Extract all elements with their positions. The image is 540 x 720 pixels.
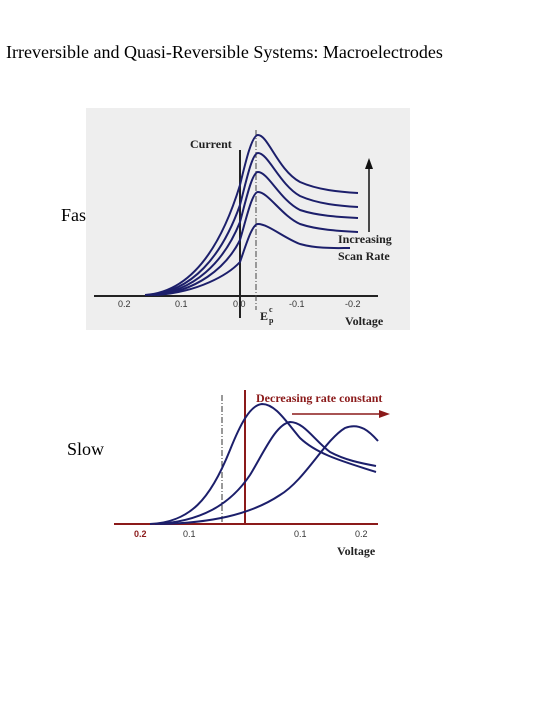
increasing-arrow-head [365,158,373,169]
ep-label: E [260,309,268,323]
slow-tick-2: 0.1 [183,529,196,539]
fast-panel: Current Increasing Scan Rate Voltage E c… [86,108,410,330]
fast-curve-3 [150,170,359,296]
ep-subscript: p [269,316,274,325]
fast-voltage-label: Voltage [345,314,384,328]
page-title: Irreversible and Quasi-Reversible System… [6,42,443,62]
annotation-line2: Scan Rate [338,249,390,263]
slow-tick-3: 0.1 [294,529,307,539]
slow-curve-2 [154,420,377,525]
fast-tick-4: -0.1 [289,299,305,309]
annotation-line1: Increasing [338,232,392,246]
fast-tick-1: 0.2 [118,299,131,309]
fast-tick-5: -0.2 [345,299,361,309]
decreasing-arrow-head [379,410,390,418]
current-label: Current [190,137,232,151]
fast-tick-2: 0.1 [175,299,188,309]
slow-header: Decreasing rate constant [256,391,382,405]
fast-curve-5 [156,222,351,296]
ep-superscript: c [269,305,273,314]
slow-curve-3 [159,425,379,525]
slow-tick-4: 0.2 [355,529,368,539]
fast-curve-4 [153,190,359,296]
fast-label: Fast [61,205,92,225]
fast-panel-background [86,108,410,330]
fast-curve-2 [147,151,359,296]
fast-curve-1 [144,133,359,296]
slow-voltage-label: Voltage [337,544,376,558]
slow-tick-1: 0.2 [134,529,147,539]
slow-curve-1 [149,402,377,525]
slow-panel: Decreasing rate constant Voltage 0.2 0.1… [114,390,390,558]
fast-tick-3: 0.0 [233,299,246,309]
slow-label: Slow [67,439,105,459]
